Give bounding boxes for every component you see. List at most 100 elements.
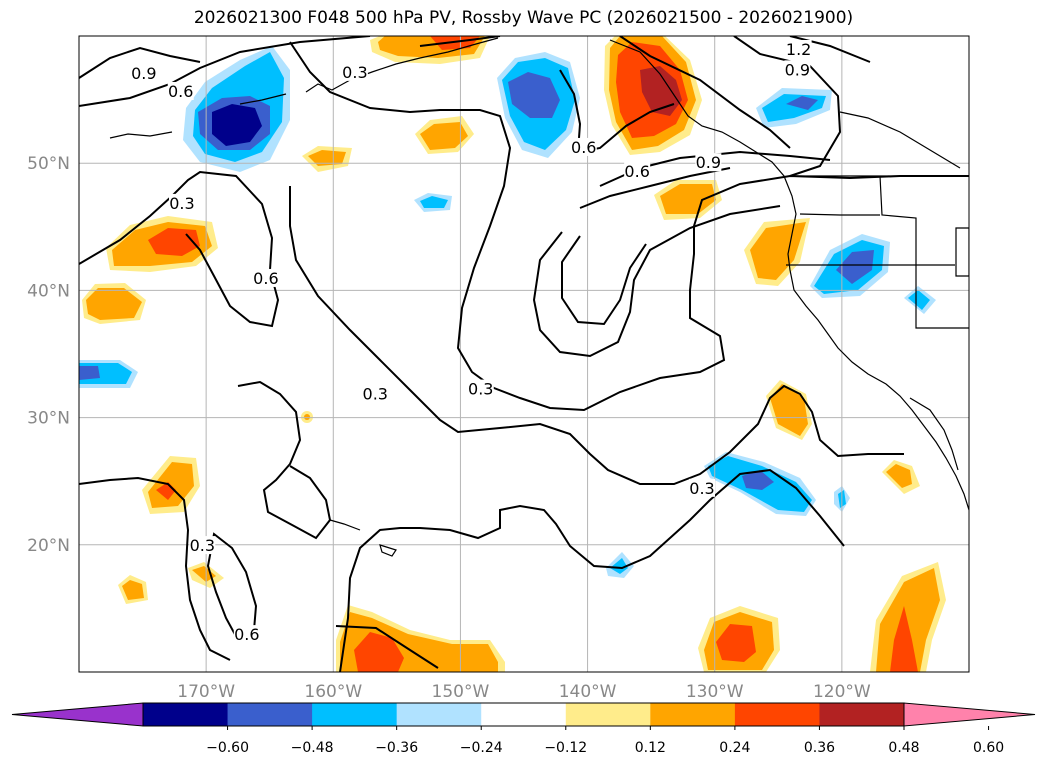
contour-label: 0.9	[131, 64, 156, 83]
contour-label-bg	[341, 62, 368, 81]
contour-label: 0.3	[363, 385, 388, 404]
contour-label-bg	[570, 137, 597, 156]
neg-blob-fill	[420, 196, 448, 208]
contour-label-bg	[362, 384, 389, 403]
contour-label: 1.2	[786, 40, 811, 59]
map-frame	[78, 35, 970, 673]
neg-blob-fill	[212, 104, 262, 146]
pos-blob-fill	[876, 568, 940, 672]
colorbar-outline	[142, 702, 905, 727]
contour-label-bg	[233, 625, 260, 644]
contour-line	[79, 476, 231, 661]
contour-line	[619, 36, 791, 149]
pos-blob-fill	[890, 606, 918, 672]
contour-label-bg	[624, 162, 651, 181]
contour-label: 0.6	[234, 625, 259, 644]
contour-label-bg	[785, 39, 812, 58]
contour-label: 0.6	[253, 269, 278, 288]
colorbar-segment	[396, 703, 482, 726]
colorbar-segment	[650, 703, 736, 726]
contour-line	[289, 186, 904, 485]
x-tick-label: 160°W	[304, 682, 362, 702]
y-tick-label: 30°N	[27, 409, 70, 429]
y-tick-label: 40°N	[27, 281, 70, 301]
contour-line	[733, 36, 842, 177]
contour-line	[579, 167, 731, 209]
colorbar-segment	[481, 703, 567, 726]
contour-line	[561, 235, 647, 326]
colorbar-segment	[227, 703, 313, 726]
neg-blob-fill	[79, 366, 100, 380]
pos-blob-fill	[308, 150, 346, 166]
contour-label: 0.3	[468, 380, 493, 399]
contour-label-bg	[168, 193, 195, 212]
colorbar-tick-label: −0.60	[206, 740, 249, 756]
colorbar-segment	[565, 703, 651, 726]
contour-line	[339, 468, 845, 672]
contour-line	[237, 380, 332, 540]
pos-blob-fill	[304, 414, 310, 420]
contour-label: 0.9	[785, 60, 810, 79]
colorbar-segment	[143, 703, 229, 726]
pos-blob-fill	[192, 566, 216, 582]
colorbar-tick-label: −0.24	[460, 740, 503, 756]
contour-label: 0.3	[169, 194, 194, 213]
contour-label-bg	[784, 60, 811, 79]
contour-line	[789, 36, 871, 63]
neg-blob-fill	[908, 290, 930, 310]
contour-label: 0.6	[571, 138, 596, 157]
contour-line	[335, 625, 439, 669]
contour-label: 0.9	[696, 153, 721, 172]
contour-label-bg	[167, 81, 194, 100]
x-axis-ticks: 170°W 160°W 150°W 140°W 130°W 120°W	[177, 682, 871, 702]
contour-line	[289, 41, 969, 412]
pos-blob-fill	[770, 384, 808, 436]
colorbar-tick-label: 0.24	[719, 740, 750, 756]
contour-line	[79, 46, 201, 79]
neg-blob-fill	[836, 250, 874, 284]
colorbar-tick-label: −0.12	[544, 740, 587, 756]
pos-blob-fill	[886, 464, 912, 488]
x-tick-label: 140°W	[559, 682, 617, 702]
chart-title: 2026021300 F048 500 hPa PV, Rossby Wave …	[193, 8, 854, 28]
contour-label-bg	[695, 153, 722, 172]
contour-line	[419, 36, 501, 47]
colorbar-segment	[734, 703, 820, 726]
contour-label: 0.6	[168, 82, 193, 101]
contour-label: 0.3	[190, 536, 215, 555]
contour-line	[79, 36, 371, 107]
contour-label-bg	[689, 478, 715, 497]
x-tick-label: 150°W	[432, 682, 490, 702]
pos-blob-fill	[716, 624, 756, 662]
contour-line	[532, 205, 781, 358]
neg-blob-fill	[786, 96, 818, 110]
x-tick-label: 130°W	[686, 682, 744, 702]
colorbar-extend-high	[903, 702, 1036, 727]
pos-blob-fill	[640, 66, 682, 116]
x-tick-label: 170°W	[177, 682, 235, 702]
contour-labels: 0.90.60.31.20.90.60.6 0.90.30.60.3 0.30.30…	[130, 39, 812, 644]
neg-blob-fill	[742, 470, 774, 490]
pos-blob-fill	[354, 632, 404, 672]
colorbar-tick-label: 0.36	[804, 740, 835, 756]
neg-blob-fill	[508, 72, 560, 118]
contour-label-bg	[467, 379, 494, 398]
contour-label-bg	[252, 268, 279, 287]
colorbar-tick-label: 0.60	[973, 740, 1004, 756]
pos-blob-fill	[86, 288, 142, 320]
contour-line	[79, 170, 280, 328]
coastlines	[109, 37, 969, 557]
x-tick-label: 120°W	[813, 682, 871, 702]
contour-label: 0.6	[624, 162, 649, 181]
contour-label-bg	[130, 64, 157, 83]
pos-blob-fill	[420, 122, 468, 150]
pos-blob-fill	[122, 580, 144, 600]
neg-blob-fill	[610, 558, 628, 574]
colorbar-tick-label: 0.48	[888, 740, 919, 756]
colorbar-segment	[312, 703, 398, 726]
colorbar-tick-label: −0.48	[291, 740, 334, 756]
colorbar-segment	[819, 703, 905, 726]
y-axis-ticks: 50°N 40°N 30°N 20°N	[27, 154, 70, 556]
y-tick-label: 20°N	[27, 536, 70, 556]
